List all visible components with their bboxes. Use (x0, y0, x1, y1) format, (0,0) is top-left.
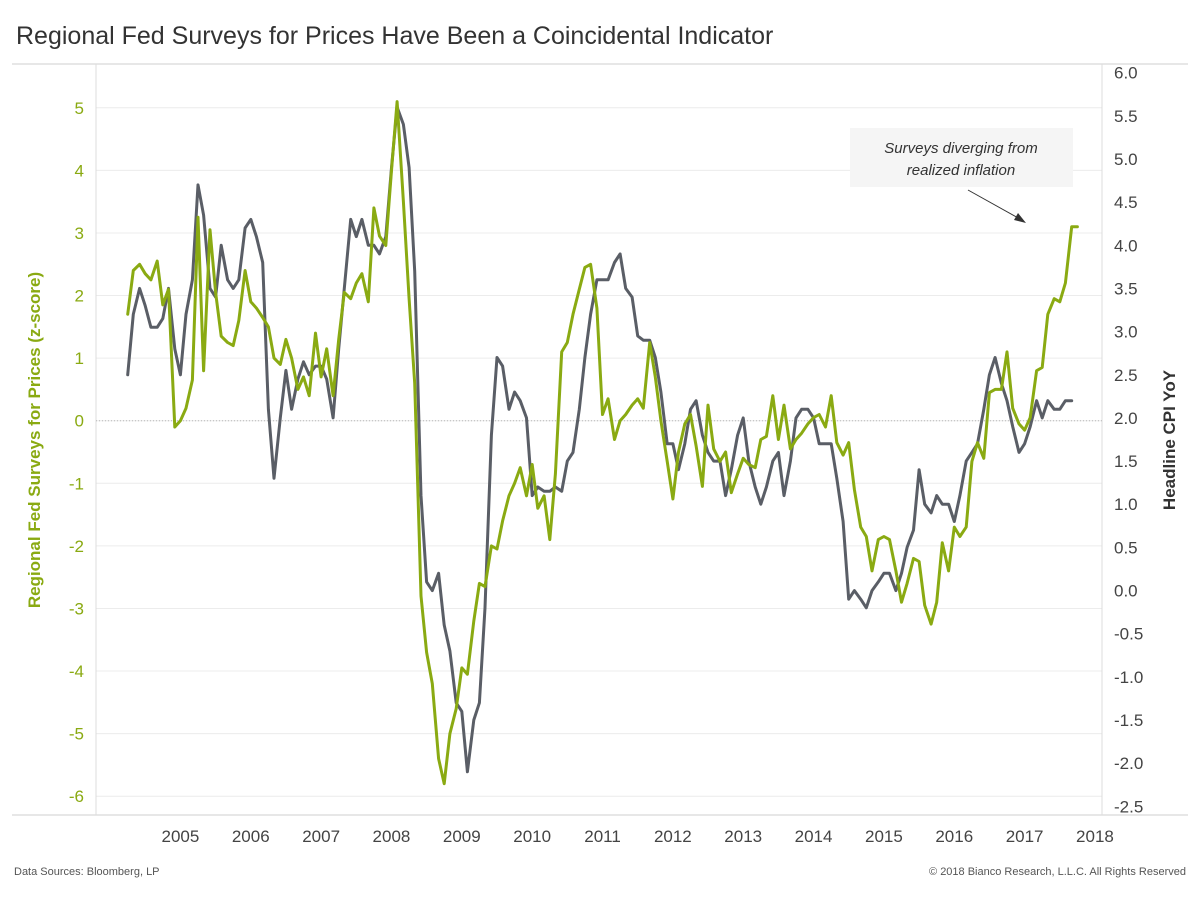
right-tick-label: 3.0 (1114, 323, 1138, 342)
right-tick-label: 2.5 (1114, 366, 1138, 385)
copyright-note: © 2018 Bianco Research, L.L.C. All Right… (929, 866, 1186, 878)
data-source-note: Data Sources: Bloomberg, LP (14, 866, 160, 878)
x-tick-label: 2005 (162, 827, 200, 846)
right-tick-label: -1.5 (1114, 711, 1143, 730)
right-tick-label: -1.0 (1114, 668, 1143, 687)
gridlines (96, 108, 1102, 796)
series-line-cpi (128, 107, 1072, 772)
right-tick-label: 0.0 (1114, 582, 1138, 601)
right-tick-label: -2.0 (1114, 754, 1143, 773)
x-tick-label: 2015 (865, 827, 903, 846)
left-tick-label: -5 (69, 725, 84, 744)
right-tick-label: 1.0 (1114, 495, 1138, 514)
right-tick-label: 1.5 (1114, 452, 1138, 471)
right-axis-ticks: 6.0 5.5 5.0 4.5 4.0 3.5 3.0 2.5 2.0 1.5 1.0 0.5 0.0 -… (1114, 64, 1143, 817)
x-axis-ticks: 2005 2006 2007 2008 2009 2010 2011 2012 2013 2014… (162, 827, 1114, 846)
left-tick-label: -2 (69, 537, 84, 556)
left-axis-ticks: 5 4 3 2 1 0 -1 -2 -3 -4 -5 -6 (69, 99, 84, 806)
right-tick-label: -2.5 (1114, 797, 1143, 816)
annotation-arrow-line (968, 190, 1020, 219)
right-tick-label: 5.5 (1114, 107, 1138, 126)
x-tick-label: 2009 (443, 827, 481, 846)
right-tick-label: -0.5 (1114, 625, 1143, 644)
right-tick-label: 4.5 (1114, 193, 1138, 212)
left-tick-label: -3 (69, 599, 84, 618)
x-tick-label: 2006 (232, 827, 270, 846)
annotation-line-2: realized inflation (907, 162, 1015, 179)
left-tick-label: 3 (75, 224, 84, 243)
x-tick-label: 2007 (302, 827, 340, 846)
left-tick-label: -6 (69, 787, 84, 806)
x-tick-label: 2011 (584, 827, 621, 846)
x-tick-label: 2016 (935, 827, 973, 846)
right-tick-label: 4.0 (1114, 236, 1138, 255)
right-tick-label: 5.0 (1114, 150, 1138, 169)
line-chart: 5 4 3 2 1 0 -1 -2 -3 -4 -5 -6 6.0 5.5 5.0 4.5 4.0 3.5 3.0… (0, 0, 1200, 900)
right-tick-label: 2.0 (1114, 409, 1138, 428)
x-tick-label: 2014 (795, 827, 833, 846)
left-tick-label: 0 (75, 412, 84, 431)
annotation: Surveys diverging from realized inflatio… (850, 128, 1073, 223)
left-tick-label: 5 (75, 99, 84, 118)
x-tick-label: 2008 (373, 827, 411, 846)
right-tick-label: 0.5 (1114, 538, 1138, 557)
left-tick-label: -1 (69, 474, 84, 493)
annotation-line-1: Surveys diverging from (884, 140, 1037, 157)
x-tick-label: 2012 (654, 827, 692, 846)
right-tick-label: 3.5 (1114, 279, 1138, 298)
right-axis-title: Headline CPI YoY (1160, 369, 1179, 510)
x-tick-label: 2017 (1006, 827, 1044, 846)
annotation-arrow-head (1014, 213, 1026, 223)
left-axis-title: Regional Fed Surveys for Prices (z-score… (25, 272, 44, 608)
right-tick-label: 6.0 (1114, 64, 1138, 83)
left-tick-label: 2 (75, 287, 84, 306)
x-tick-label: 2018 (1076, 827, 1114, 846)
series-lines (128, 102, 1078, 784)
left-tick-label: -4 (69, 662, 84, 681)
left-tick-label: 4 (75, 161, 84, 180)
x-tick-label: 2010 (513, 827, 551, 846)
x-tick-label: 2013 (724, 827, 762, 846)
left-tick-label: 1 (75, 349, 84, 368)
